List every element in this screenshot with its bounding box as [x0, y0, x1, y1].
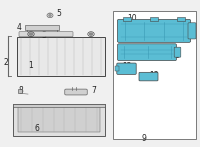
Bar — [150, 17, 158, 21]
FancyBboxPatch shape — [139, 72, 158, 81]
Bar — [17, 37, 105, 76]
Bar — [18, 89, 22, 93]
Text: 12: 12 — [122, 62, 132, 71]
FancyBboxPatch shape — [65, 89, 87, 95]
FancyBboxPatch shape — [188, 23, 196, 39]
Bar — [25, 25, 59, 30]
Text: 7: 7 — [92, 86, 96, 95]
Bar — [113, 11, 196, 139]
Text: 1: 1 — [29, 61, 33, 70]
Text: 10: 10 — [127, 14, 137, 23]
Text: 9: 9 — [142, 134, 146, 143]
Text: 4: 4 — [17, 23, 21, 32]
FancyBboxPatch shape — [117, 19, 191, 42]
Text: 3: 3 — [42, 31, 46, 40]
Text: 11: 11 — [170, 51, 180, 60]
FancyBboxPatch shape — [19, 32, 73, 37]
Circle shape — [49, 15, 51, 16]
FancyBboxPatch shape — [118, 44, 176, 61]
Bar — [13, 104, 105, 136]
Circle shape — [30, 33, 32, 35]
Bar — [115, 66, 119, 71]
Bar — [177, 17, 185, 21]
Bar — [13, 104, 105, 107]
Bar — [18, 106, 100, 132]
Text: 5: 5 — [57, 9, 61, 19]
Text: 2: 2 — [4, 58, 8, 67]
FancyBboxPatch shape — [174, 47, 181, 57]
Bar — [123, 17, 131, 21]
FancyBboxPatch shape — [117, 63, 136, 74]
Text: 13: 13 — [149, 71, 159, 80]
Circle shape — [90, 33, 92, 35]
Text: 8: 8 — [19, 86, 23, 95]
Text: 6: 6 — [35, 124, 39, 133]
